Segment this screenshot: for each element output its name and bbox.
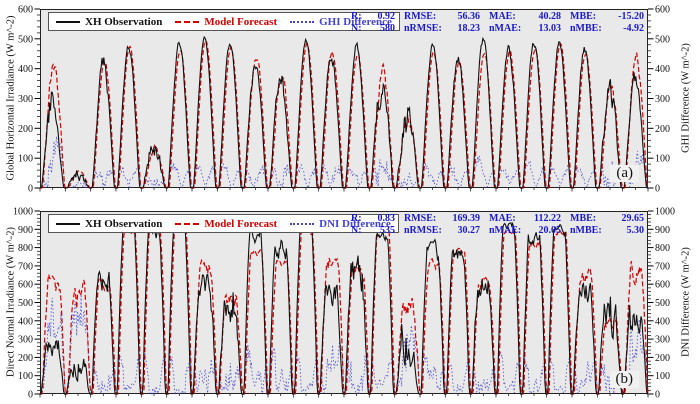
y-tick-label: 400 [655,64,670,75]
stat-value: 5.30 [626,225,645,236]
legend-difference-label: GHI Difference [319,15,392,28]
y-tick-label: 0 [655,390,660,401]
stat-label: nMAE: [489,225,522,236]
y-tick-label: 500 [18,34,33,45]
y-tick-label: 900 [655,225,670,236]
observation-line-sample [56,222,80,225]
legend-forecast-label: Model Forecast [204,217,278,230]
ghi-legend: XH Observation Model Forecast GHI Differ… [48,12,400,31]
stat-label: MBE: [570,11,597,22]
legend-observation-label: XH Observation [85,15,163,28]
forecast-line-sample [175,20,200,23]
dni-stats-block: R: 0.83 N: 535 RMSE: 169.39 nRMSE: 30.27 MAE… [351,213,644,237]
dni-right-axis-title: DNI Difference (W m^-2) [680,247,692,357]
y-tick-label: 100 [18,154,33,165]
y-tick-label: 400 [655,316,670,327]
ghi-stats-block: R: 0.92 N: 580 RMSE: 56.36 nRMSE: 18.23 MAE:… [351,11,644,35]
stat-label: N: [351,23,362,34]
y-tick-label: 600 [655,280,670,291]
stat-label: RMSE: [404,213,437,224]
y-tick-label: 700 [18,261,33,272]
y-tick-label: 600 [18,280,33,291]
stat-value: 0.92 [377,11,396,22]
y-tick-label: 100 [655,154,670,165]
stat-value: 29.65 [621,213,645,224]
y-tick-label: 500 [655,298,670,309]
y-tick-label: 600 [18,5,33,16]
panel-label-a: (a) [610,165,639,182]
stat-value: 20.05 [538,225,562,236]
stat-value: 30.27 [457,225,481,236]
stat-label: nMBE: [570,225,602,236]
y-tick-label: 100 [18,371,33,382]
y-tick-label: 200 [655,124,670,135]
ghi-plot-area: XH Observation Model Forecast GHI Differ… [40,9,648,188]
y-tick-label: 0 [655,184,660,195]
stat-value: 169.39 [452,213,481,224]
y-tick-label: 200 [18,353,33,364]
stat-label: MAE: [489,11,516,22]
y-tick-label: 200 [655,353,670,364]
y-tick-label: 500 [655,34,670,45]
stat-label: R: [351,11,362,22]
panel-label-b: (b) [609,371,639,388]
dni-left-axis-title: Direct Normal Irradiance (W m^-2) [5,227,17,377]
stat-value: 13.03 [538,23,562,34]
y-tick-label: 800 [18,243,33,254]
y-tick-label: 400 [18,316,33,327]
stat-value: 56.36 [457,11,481,22]
stat-label: nRMSE: [404,23,442,34]
dni-legend: XH Observation Model Forecast DNI Differ… [48,214,399,233]
forecast-line-sample [175,222,200,225]
y-tick-label: 300 [18,94,33,105]
y-tick-label: 600 [655,5,670,16]
stat-value: 18.23 [457,23,481,34]
y-tick-label: 300 [655,335,670,346]
y-tick-label: 400 [18,64,33,75]
y-tick-label: 700 [655,261,670,272]
y-tick-label: 0 [28,184,33,195]
observation-line-sample [56,20,80,23]
y-tick-label: 0 [28,390,33,401]
dni-plot-area: XH Observation Model Forecast DNI Differ… [40,211,648,394]
difference-line-sample [290,20,315,23]
stat-value: 580 [380,23,395,34]
y-tick-label: 300 [655,94,670,105]
stat-value: 40.28 [538,11,562,22]
y-tick-label: 800 [655,243,670,254]
legend-observation-label: XH Observation [85,217,163,230]
stat-value: -15.20 [618,11,644,22]
stat-label: N: [351,225,362,236]
difference-line-sample [290,222,315,225]
stat-value: 535 [380,225,395,236]
stat-label: R: [351,213,362,224]
y-tick-label: 900 [18,225,33,236]
y-tick-label: 200 [18,124,33,135]
stat-label: MAE: [489,213,516,224]
y-tick-label: 100 [655,371,670,382]
y-tick-label: 1000 [13,207,33,218]
stat-value: 112.22 [534,213,561,224]
stat-label: nMAE: [489,23,522,34]
y-tick-label: 1000 [655,207,675,218]
stat-value: 0.83 [377,213,396,224]
stat-value: -4.92 [623,23,644,34]
stat-label: nRMSE: [404,225,442,236]
legend-forecast-label: Model Forecast [204,15,278,28]
y-tick-label: 500 [18,298,33,309]
y-tick-label: 300 [18,335,33,346]
ghi-right-axis-title: GHI Difference (W m^-2) [680,43,692,153]
stat-label: RMSE: [404,11,437,22]
stat-label: nMBE: [570,23,602,34]
ghi-left-axis-title: Global Horizontal Irradiance (W m^-2) [5,15,17,181]
stat-label: MBE: [570,213,597,224]
